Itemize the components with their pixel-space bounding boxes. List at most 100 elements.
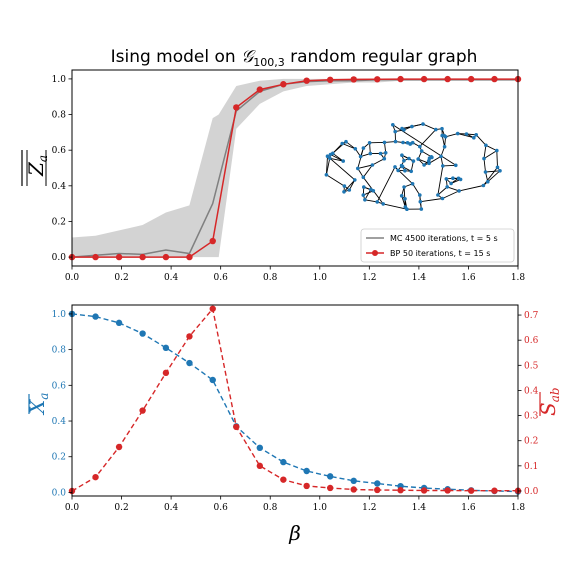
bp-point bbox=[350, 76, 357, 83]
graph-node bbox=[409, 169, 414, 174]
graph-node bbox=[457, 189, 461, 193]
x-tick-label: 0.0 bbox=[65, 273, 80, 283]
sab-point bbox=[467, 487, 475, 494]
xa-point bbox=[162, 344, 170, 352]
graph-edge bbox=[485, 170, 501, 173]
x-tick-label: 0.8 bbox=[263, 273, 278, 283]
y-tick-label: 0.8 bbox=[52, 111, 67, 121]
bp-point bbox=[209, 237, 216, 245]
xa-series-line bbox=[71, 313, 519, 493]
graph-node bbox=[440, 133, 445, 138]
xa-point bbox=[303, 467, 310, 475]
right-y-tick-label: 0.3 bbox=[524, 412, 539, 422]
graph-node bbox=[481, 183, 486, 188]
graph-edge bbox=[345, 141, 356, 150]
graph-edge bbox=[401, 195, 406, 208]
graph-node bbox=[325, 154, 330, 158]
x-tick-label: 0.4 bbox=[164, 273, 179, 283]
graph-edge bbox=[483, 158, 486, 173]
y-tick-label: 0.0 bbox=[52, 253, 67, 263]
x-tick-label: 1.4 bbox=[412, 273, 427, 283]
graph-node bbox=[363, 198, 367, 202]
graph-edge bbox=[437, 165, 444, 196]
graph-node bbox=[418, 193, 422, 197]
graph-node bbox=[484, 143, 488, 148]
graph-edge bbox=[348, 179, 356, 191]
bp-series-line bbox=[72, 78, 518, 258]
xa-point bbox=[115, 319, 123, 327]
graph-edge bbox=[392, 124, 457, 166]
y-tick-label: 1.0 bbox=[52, 75, 67, 85]
xa-point bbox=[139, 330, 146, 337]
x-tick-label: 1.6 bbox=[461, 273, 476, 283]
bottom-right-y-axis-label: Sab bbox=[536, 387, 562, 416]
graph-node bbox=[362, 185, 366, 189]
graph-node bbox=[454, 163, 458, 168]
sab-point bbox=[397, 487, 404, 494]
top-axes-frame bbox=[71, 69, 519, 267]
graph-node bbox=[495, 165, 500, 170]
graph-node bbox=[474, 133, 479, 137]
graph-node bbox=[361, 193, 366, 197]
graph-node bbox=[328, 156, 332, 161]
graph-node bbox=[378, 151, 383, 156]
sab-point bbox=[139, 407, 146, 414]
sab-point bbox=[350, 486, 357, 493]
graph-node bbox=[498, 169, 502, 173]
graph-edge bbox=[418, 158, 430, 164]
graph-edge bbox=[447, 186, 460, 192]
graph-edge bbox=[483, 145, 487, 159]
graph-edge bbox=[485, 144, 497, 152]
graph-edge bbox=[459, 185, 484, 192]
graph-node bbox=[368, 151, 373, 156]
left-y-tick-label: 0.4 bbox=[52, 417, 67, 427]
bottom-x-ticks: 0.0 0.2 0.4 0.6 0.8 1.0 1.2 1.4 1.6 1.8 bbox=[65, 496, 525, 513]
graph-node bbox=[444, 177, 449, 181]
graph-edge bbox=[369, 142, 371, 154]
sab-point bbox=[420, 487, 428, 494]
graph-node bbox=[347, 188, 352, 192]
right-y-tick-label: 0.7 bbox=[524, 311, 539, 321]
sab-series-line bbox=[71, 307, 518, 492]
right-y-tick-label: 0.6 bbox=[524, 336, 539, 346]
bp-point bbox=[162, 253, 170, 261]
graph-node bbox=[370, 163, 375, 167]
graph-node bbox=[342, 184, 347, 188]
graph-node bbox=[436, 193, 440, 197]
graph-node bbox=[344, 139, 348, 144]
graph-edge bbox=[445, 133, 458, 138]
left-y-tick-label: 0.0 bbox=[52, 488, 67, 498]
graph-node bbox=[381, 202, 386, 206]
graph-node bbox=[472, 135, 476, 140]
graph-node bbox=[441, 164, 445, 168]
x-tick-label: 0.4 bbox=[164, 503, 179, 513]
svg-text:Za: Za bbox=[24, 155, 50, 177]
graph-node bbox=[440, 126, 444, 131]
graph-node bbox=[405, 207, 409, 211]
graph-edge bbox=[475, 134, 487, 146]
graph-node bbox=[419, 207, 424, 211]
right-y-tick-label: 0.0 bbox=[524, 487, 539, 497]
graph-edge bbox=[326, 174, 345, 187]
bp-point bbox=[326, 76, 334, 84]
graph-edge bbox=[364, 189, 372, 201]
x-tick-label: 1.4 bbox=[412, 503, 427, 513]
bp-point bbox=[92, 253, 99, 261]
xa-point bbox=[209, 376, 216, 384]
xa-point bbox=[374, 480, 381, 487]
y-tick-label: 0.4 bbox=[52, 182, 67, 192]
graph-node bbox=[422, 163, 426, 167]
graph-node bbox=[407, 156, 411, 161]
sab-point bbox=[233, 423, 240, 431]
graph-edge bbox=[362, 164, 373, 178]
graph-node bbox=[400, 126, 404, 131]
graph-node bbox=[340, 141, 345, 146]
graph-node bbox=[439, 154, 443, 159]
graph-node bbox=[356, 166, 360, 171]
bottom-left-y-axis-label: Xa bbox=[25, 393, 51, 416]
bp-point bbox=[467, 75, 475, 83]
graph-node bbox=[418, 144, 422, 149]
x-tick-label: 1.0 bbox=[313, 273, 328, 283]
x-tick-label: 1.2 bbox=[362, 273, 376, 283]
graph-edge bbox=[437, 186, 448, 196]
